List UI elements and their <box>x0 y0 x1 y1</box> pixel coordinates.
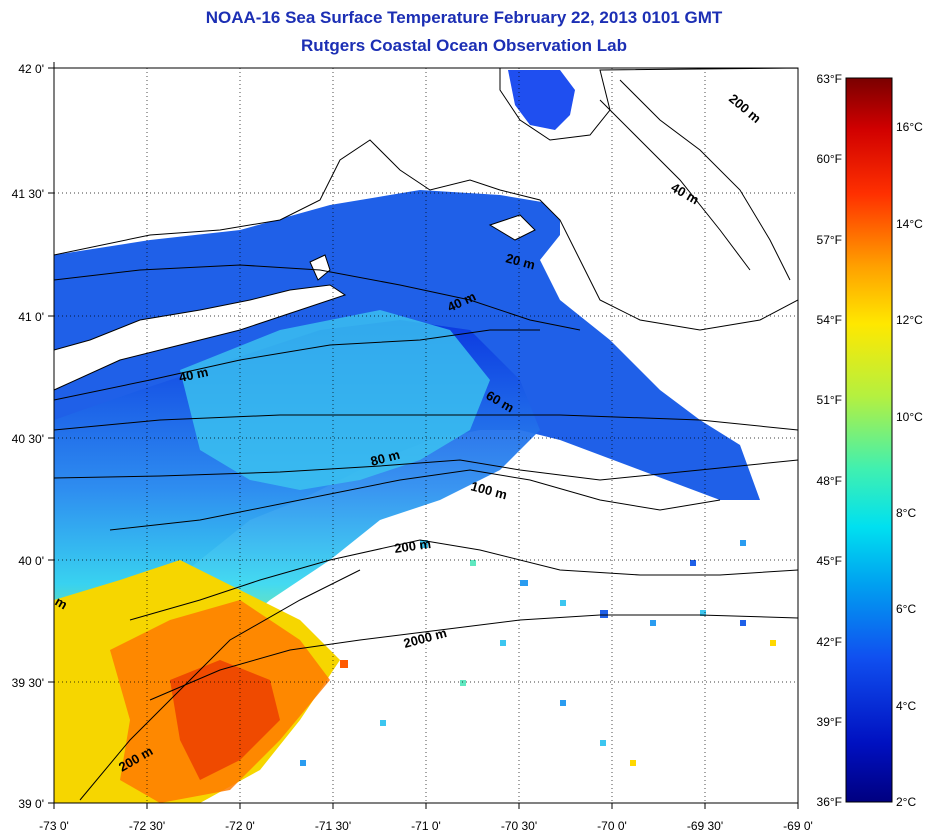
lat-tick: 40 30' <box>12 432 44 446</box>
f-tick: 60°F <box>817 152 842 166</box>
contour-label: 20 m <box>504 250 537 272</box>
c-tick: 2°C <box>896 795 916 809</box>
latitude-labels: 42 0' 41 30' 41 0' 40 30' 40 0' 39 30' 3… <box>12 62 44 811</box>
c-tick: 14°C <box>896 217 923 231</box>
c-tick: 10°C <box>896 410 923 424</box>
lat-tick: 42 0' <box>18 62 44 76</box>
f-tick: 54°F <box>817 313 842 327</box>
f-tick: 51°F <box>817 393 842 407</box>
c-tick: 12°C <box>896 313 923 327</box>
longitude-labels: -73 0' -72 30' -72 0' -71 30' -71 0' -70… <box>39 819 813 833</box>
f-tick: 48°F <box>817 474 842 488</box>
axis-ticks <box>48 62 799 809</box>
contour-label: 80 m <box>369 447 402 469</box>
map-subtitle: Rutgers Coastal Ocean Observation Lab <box>301 36 627 55</box>
fahrenheit-labels: 63°F 60°F 57°F 54°F 51°F 48°F 45°F 42°F … <box>817 72 842 809</box>
lat-tick: 39 0' <box>18 797 44 811</box>
f-tick: 36°F <box>817 795 842 809</box>
lon-tick: -70 0' <box>597 819 627 833</box>
f-tick: 57°F <box>817 233 842 247</box>
lat-tick: 40 0' <box>18 554 44 568</box>
contour-label: 2000 m <box>402 625 448 651</box>
contour-label: 100 m <box>469 478 509 502</box>
c-tick: 4°C <box>896 699 916 713</box>
lon-tick: -69 0' <box>783 819 813 833</box>
lat-tick: 41 30' <box>12 187 44 201</box>
lon-tick: -72 30' <box>129 819 165 833</box>
lat-tick: 41 0' <box>18 310 44 324</box>
c-tick: 16°C <box>896 120 923 134</box>
lon-tick: -71 30' <box>315 819 351 833</box>
lat-tick: 39 30' <box>12 676 44 690</box>
f-tick: 42°F <box>817 635 842 649</box>
c-tick: 6°C <box>896 602 916 616</box>
graticule <box>54 68 798 803</box>
lon-tick: -69 30' <box>687 819 723 833</box>
lon-tick: -73 0' <box>39 819 69 833</box>
scattered-pixels <box>300 540 776 766</box>
bathymetry-contours <box>53 79 799 801</box>
celsius-labels: 16°C 14°C 12°C 10°C 8°C 6°C 4°C 2°C <box>896 120 923 809</box>
lon-tick: -71 0' <box>411 819 441 833</box>
lon-tick: -70 30' <box>501 819 537 833</box>
contour-label: 200 m <box>393 536 432 556</box>
colorbar <box>845 77 893 803</box>
contour-label: 40 m <box>178 364 210 385</box>
f-tick: 45°F <box>817 554 842 568</box>
f-tick: 39°F <box>817 715 842 729</box>
lon-tick: -72 0' <box>225 819 255 833</box>
f-tick: 63°F <box>817 72 842 86</box>
c-tick: 8°C <box>896 506 916 520</box>
map-title: NOAA-16 Sea Surface Temperature February… <box>205 8 723 27</box>
